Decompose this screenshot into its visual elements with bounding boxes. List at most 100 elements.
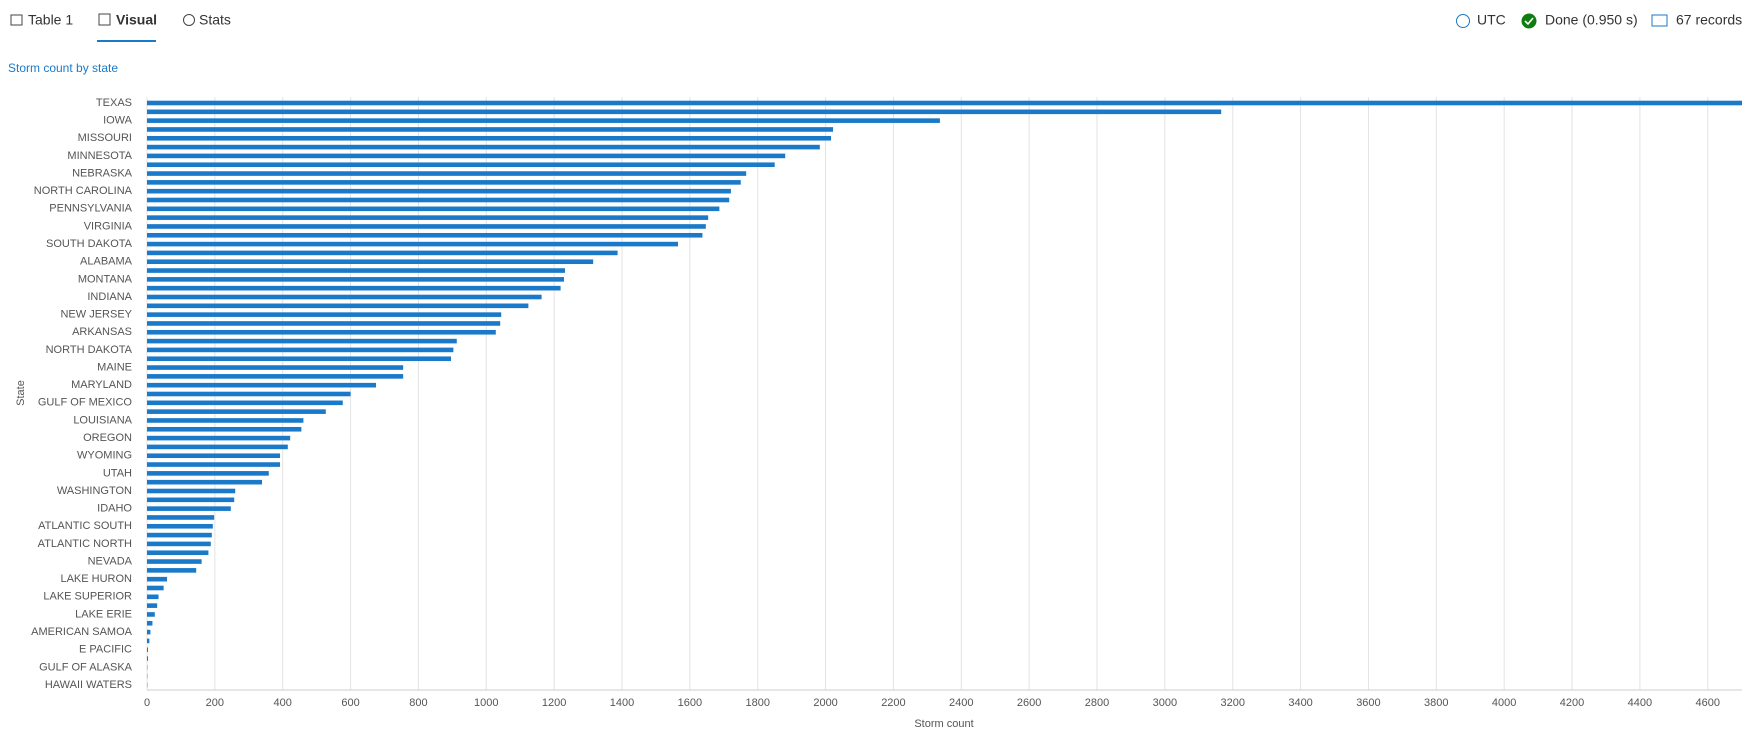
x-tick-label: 400 <box>274 697 292 709</box>
x-tick-label: 600 <box>341 697 359 709</box>
tab-label[interactable]: Table 1 <box>28 12 73 28</box>
bar <box>147 471 269 476</box>
bar <box>147 118 940 123</box>
y-tick-label: ARKANSAS <box>72 326 132 338</box>
y-tick-label: MINNESOTA <box>67 150 132 162</box>
x-tick-label: 2000 <box>813 697 837 709</box>
bar <box>147 488 236 494</box>
bar <box>147 347 454 353</box>
bar <box>147 603 158 608</box>
y-tick-label: HAWAII WATERS <box>45 679 132 691</box>
y-tick-label: SOUTH DAKOTA <box>46 238 133 250</box>
bar <box>147 329 496 335</box>
x-tick-label: 3800 <box>1424 697 1448 709</box>
bar <box>147 568 197 573</box>
bar <box>147 285 561 291</box>
bar <box>147 224 706 229</box>
status: Done (0.950 s) <box>1545 12 1638 28</box>
bar <box>147 135 832 141</box>
x-tick-label: 1800 <box>745 697 769 709</box>
x-tick-label: 1600 <box>678 697 702 709</box>
bar <box>147 497 235 503</box>
check <box>1524 17 1534 26</box>
bar <box>147 435 291 441</box>
bar <box>147 303 529 309</box>
tab-table[interactable]: Table 1 <box>10 12 73 28</box>
records-icon <box>1651 14 1668 27</box>
records: 67 records <box>1676 12 1742 28</box>
y-tick-label: IOWA <box>103 115 133 127</box>
x-tick-label: 1200 <box>542 697 566 709</box>
bar <box>147 365 404 370</box>
bar <box>147 594 159 600</box>
bar <box>147 180 741 185</box>
y-tick-label: NEVADA <box>88 555 133 567</box>
y-tick-label: ALABAMA <box>80 256 133 268</box>
bar <box>147 127 834 132</box>
y-tick-label: OREGON <box>83 432 132 444</box>
y-tick-label: LAKE HURON <box>60 573 132 585</box>
x-tick-label: 800 <box>409 697 427 709</box>
y-tick-label: TEXAS <box>96 97 132 109</box>
x-tick-label: 2800 <box>1085 697 1109 709</box>
x-tick-label: 0 <box>144 697 150 709</box>
x-tick-label: 2200 <box>881 697 905 709</box>
x-tick-label: 3400 <box>1288 697 1312 709</box>
y-tick-label: INDIANA <box>87 291 132 303</box>
bar <box>147 523 213 529</box>
y-tick-label: MAINE <box>97 361 132 373</box>
bar <box>147 409 326 414</box>
y-tick-label: NEW JERSEY <box>60 309 132 321</box>
chart-icon <box>98 13 111 26</box>
bar <box>147 541 211 547</box>
bar <box>147 215 709 220</box>
bar <box>147 506 231 511</box>
x-tick-label: 4200 <box>1560 697 1584 709</box>
tab-label[interactable]: Stats <box>199 12 231 28</box>
x-tick-label: 3000 <box>1153 697 1177 709</box>
bar <box>147 162 775 168</box>
clock-icon <box>1456 14 1470 28</box>
y-tick-label: LOUISIANA <box>73 414 132 426</box>
tab-visual[interactable]: Visual <box>97 12 157 42</box>
x-tick-label: 4000 <box>1492 697 1516 709</box>
bar <box>147 532 212 538</box>
bar <box>147 576 168 582</box>
y-tick-label: PENNSYLVANIA <box>49 203 132 215</box>
bar <box>147 100 1742 106</box>
bar <box>147 232 703 238</box>
done-icon <box>1521 13 1537 29</box>
bar <box>147 241 678 247</box>
bar <box>147 585 164 591</box>
bar <box>147 197 730 203</box>
bar <box>147 426 302 432</box>
bar <box>147 629 151 635</box>
tab-underline <box>97 40 156 42</box>
tab-label[interactable]: Visual <box>116 12 157 28</box>
x-tick-label: 1400 <box>610 697 634 709</box>
y-tick-label: NORTH CAROLINA <box>34 185 133 197</box>
y-tick-label: WASHINGTON <box>57 485 132 497</box>
bar <box>147 444 288 450</box>
bar <box>147 268 566 273</box>
timezone[interactable]: UTC <box>1477 12 1506 28</box>
bar <box>147 515 215 520</box>
bar <box>147 312 502 317</box>
tab-stats[interactable]: Stats <box>183 12 231 28</box>
y-tick-label: LAKE ERIE <box>75 608 132 620</box>
bar <box>147 400 343 406</box>
x-tick-label: 200 <box>206 697 224 709</box>
x-tick-label: 3200 <box>1220 697 1244 709</box>
bar <box>147 171 747 176</box>
y-tick-label: ATLANTIC SOUTH <box>38 520 132 532</box>
x-axis-title: Storm count <box>914 718 973 730</box>
bar <box>147 109 1222 115</box>
bar <box>147 356 452 362</box>
x-tick-label: 1000 <box>474 697 498 709</box>
bar <box>147 321 501 326</box>
plot: 0 200 400 600 800 1000 1200 1400 1600 1800 2000 220… <box>31 97 1742 709</box>
x-tick-label: 2400 <box>949 697 973 709</box>
bar <box>147 638 150 644</box>
bar <box>147 550 209 556</box>
y-axis-title: State <box>15 380 27 406</box>
